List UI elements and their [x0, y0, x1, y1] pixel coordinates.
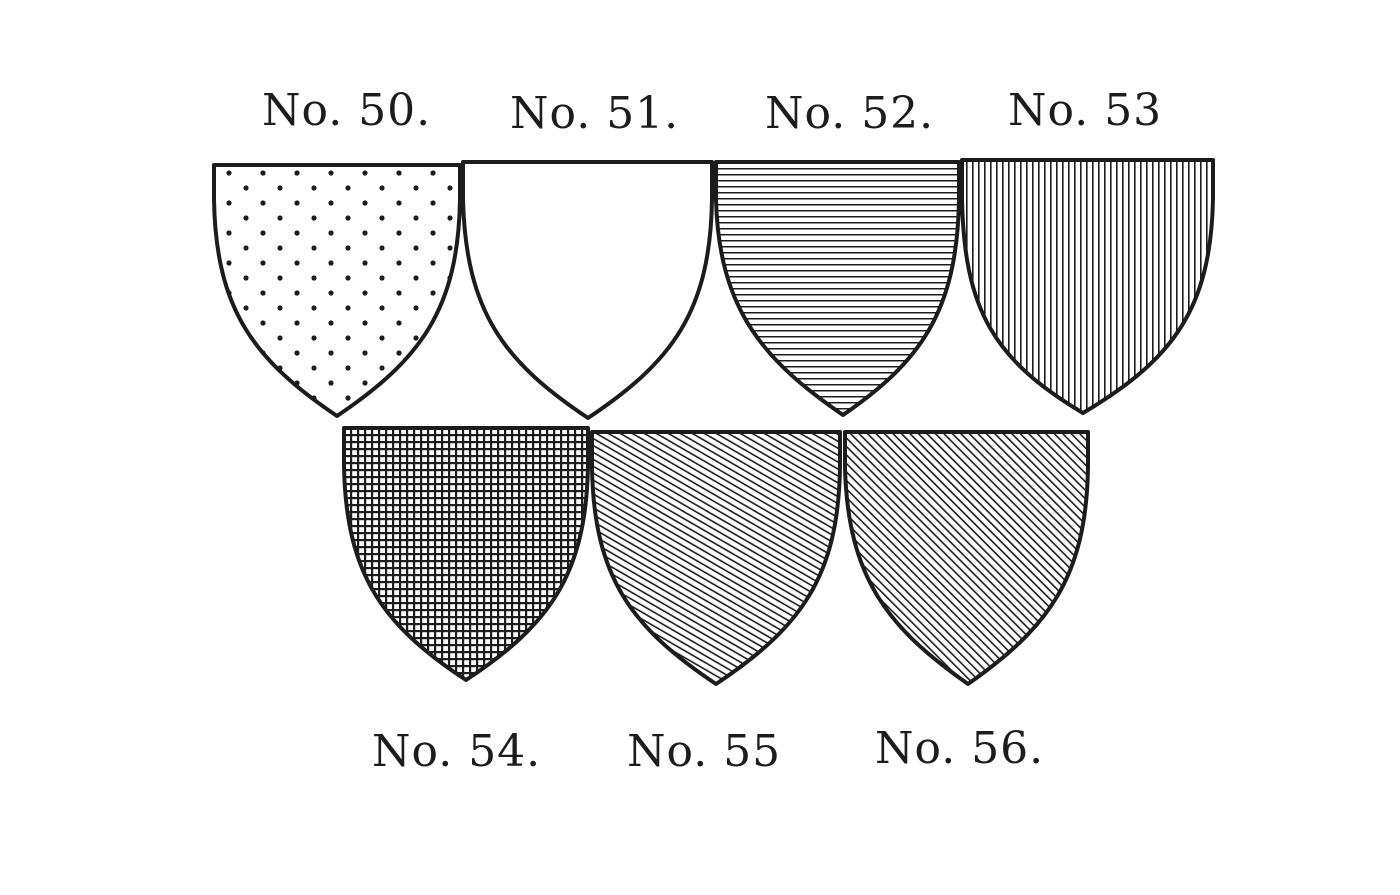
shield-no-56 — [843, 430, 1090, 686]
shield-no-54 — [342, 426, 590, 682]
shield-no-51 — [461, 160, 714, 420]
shield-no-50 — [212, 163, 462, 418]
shield-no-53 — [960, 158, 1215, 415]
shield-label-53: No. 53 — [1008, 85, 1163, 136]
shield-label-50: No. 50. — [262, 85, 432, 136]
shield-no-55 — [590, 430, 842, 686]
shield-label-54: No. 54. — [372, 726, 542, 777]
shield-no-52 — [714, 160, 961, 417]
shield-label-51: No. 51. — [510, 88, 680, 139]
shield-label-52: No. 52. — [765, 88, 935, 139]
shield-label-56: No. 56. — [875, 723, 1045, 774]
shield-label-55: No. 55 — [627, 726, 782, 777]
